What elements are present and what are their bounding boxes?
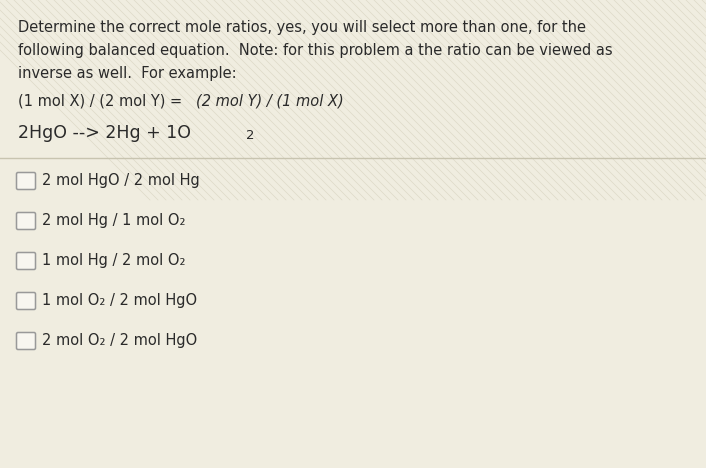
FancyBboxPatch shape: [16, 332, 35, 350]
Text: 2: 2: [246, 129, 254, 142]
Text: following balanced equation.  Note: for this problem a the ratio can be viewed a: following balanced equation. Note: for t…: [18, 43, 613, 58]
Text: 2 mol O₂ / 2 mol HgO: 2 mol O₂ / 2 mol HgO: [42, 332, 197, 348]
Text: 2 mol HgO / 2 mol Hg: 2 mol HgO / 2 mol Hg: [42, 173, 200, 188]
FancyBboxPatch shape: [16, 292, 35, 309]
Text: Determine the correct mole ratios, yes, you will select more than one, for the: Determine the correct mole ratios, yes, …: [18, 20, 586, 35]
Text: 2HgO --> 2Hg + 1O: 2HgO --> 2Hg + 1O: [18, 124, 191, 142]
FancyBboxPatch shape: [16, 212, 35, 229]
Text: 1 mol O₂ / 2 mol HgO: 1 mol O₂ / 2 mol HgO: [42, 292, 197, 307]
Text: 1 mol Hg / 2 mol O₂: 1 mol Hg / 2 mol O₂: [42, 253, 186, 268]
Text: 2 mol Hg / 1 mol O₂: 2 mol Hg / 1 mol O₂: [42, 212, 186, 227]
FancyBboxPatch shape: [16, 253, 35, 270]
Text: (2 mol Y) / (1 mol X): (2 mol Y) / (1 mol X): [196, 94, 344, 109]
Text: (1 mol X) / (2 mol Y) =: (1 mol X) / (2 mol Y) =: [18, 94, 187, 109]
FancyBboxPatch shape: [16, 173, 35, 190]
Text: inverse as well.  For example:: inverse as well. For example:: [18, 66, 237, 81]
